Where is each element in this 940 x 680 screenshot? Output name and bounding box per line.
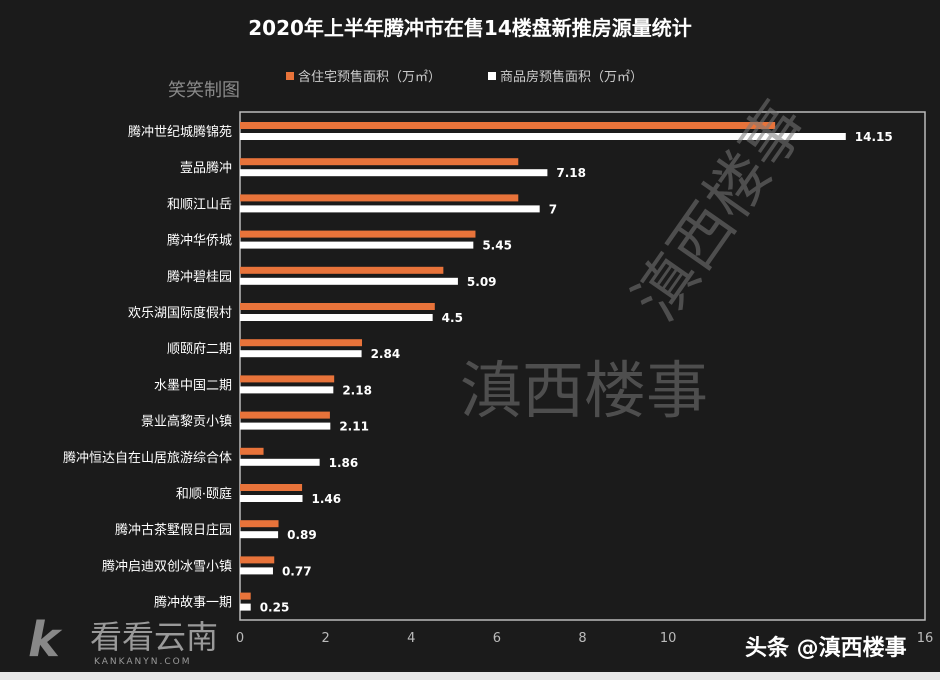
logo: k 看看云南 KANKANYN.COM [28, 612, 218, 668]
category-label: 壹品腾冲 [180, 160, 232, 176]
category-label: 腾冲碧桂园 [167, 269, 232, 285]
data-label: 2.84 [371, 347, 401, 361]
bar-residential [240, 411, 330, 419]
bar-residential [240, 266, 444, 274]
bar-residential [240, 447, 264, 455]
data-label: 0.25 [260, 601, 290, 615]
source-label: 头条 @滇西楼事 [745, 636, 907, 661]
logo-text: 看看云南 [90, 618, 219, 656]
data-label: 0.89 [287, 528, 317, 542]
bar-commercial [240, 350, 362, 358]
bar-residential [240, 339, 363, 347]
data-label: 1.86 [329, 456, 359, 470]
bar-commercial [240, 531, 279, 539]
data-label: 1.46 [312, 492, 342, 506]
legend-swatch [286, 71, 294, 80]
data-label: 2.18 [342, 383, 372, 397]
x-tick-label: 4 [407, 631, 415, 646]
x-tick-label: 6 [493, 631, 501, 646]
bar-commercial [240, 205, 540, 213]
bar-commercial [240, 422, 331, 430]
x-tick-label: 16 [917, 631, 934, 646]
category-label: 和顺江山岳 [167, 197, 232, 212]
legend-label: 商品房预售面积（万㎡） [500, 70, 644, 85]
bar-residential [240, 556, 275, 564]
bar-commercial [240, 603, 251, 611]
category-label: 景业高黎贡小镇 [141, 414, 232, 430]
bar-commercial [240, 241, 474, 249]
bar-commercial [240, 386, 334, 394]
data-label: 7.18 [556, 166, 586, 180]
category-label: 欢乐湖国际度假村 [128, 305, 232, 321]
x-tick-label: 0 [236, 631, 244, 646]
legend-item-residential: 含住宅预售面积（万㎡） [286, 66, 441, 85]
data-label: 2.11 [339, 420, 369, 434]
data-label: 14.15 [855, 130, 893, 144]
bar-residential [240, 194, 519, 202]
bar-residential [240, 375, 335, 383]
bar-commercial [240, 314, 433, 321]
data-label: 4.5 [442, 311, 463, 325]
bar-residential [240, 303, 435, 310]
watermark-center: 滇西楼事 [460, 354, 709, 427]
data-label: 7 [549, 202, 557, 216]
category-label: 顺颐府二期 [167, 342, 232, 357]
category-label: 和顺·颐庭 [176, 486, 232, 502]
bar-residential [240, 592, 251, 600]
category-label: 腾冲古茶墅假日庄园 [115, 522, 232, 538]
chart-title: 2020年上半年腾冲市在售14楼盘新推房源量统计 [248, 16, 692, 40]
bar-residential [240, 484, 303, 491]
data-label: 5.09 [467, 275, 497, 289]
bar-commercial [240, 133, 846, 140]
category-label: 腾冲世纪城腾锦苑 [128, 124, 232, 140]
bar-commercial [240, 567, 273, 575]
category-label: 水墨中国二期 [154, 378, 232, 393]
bar-residential [240, 230, 476, 238]
x-tick-label: 8 [578, 631, 586, 646]
category-label: 腾冲恒达自在山居旅游综合体 [63, 450, 232, 466]
logo-subtext: KANKANYN.COM [94, 657, 192, 667]
bar-residential [240, 122, 776, 129]
category-label: 腾冲华侨城 [167, 233, 232, 249]
x-tick-label: 10 [660, 631, 677, 646]
legend-item-commercial: 商品房预售面积（万㎡） [488, 66, 643, 85]
bar-commercial [240, 277, 458, 285]
bar-commercial [240, 458, 320, 466]
x-tick-label: 2 [321, 631, 329, 646]
bar-commercial [240, 169, 548, 177]
data-label: 0.77 [282, 564, 312, 578]
category-label: 腾冲启迪双创冰雪小镇 [102, 558, 232, 574]
plot-frame [239, 111, 926, 621]
bar-residential [240, 520, 279, 528]
credit: 笑笑制图 [168, 80, 240, 101]
bar-commercial [240, 495, 303, 502]
category-label: 腾冲故事一期 [154, 595, 232, 611]
logo-k-icon: k [28, 612, 60, 668]
bar-residential [240, 158, 519, 166]
legend-label: 含住宅预售面积（万㎡） [298, 70, 442, 85]
legend-swatch [488, 71, 496, 80]
data-label: 5.45 [482, 239, 512, 253]
